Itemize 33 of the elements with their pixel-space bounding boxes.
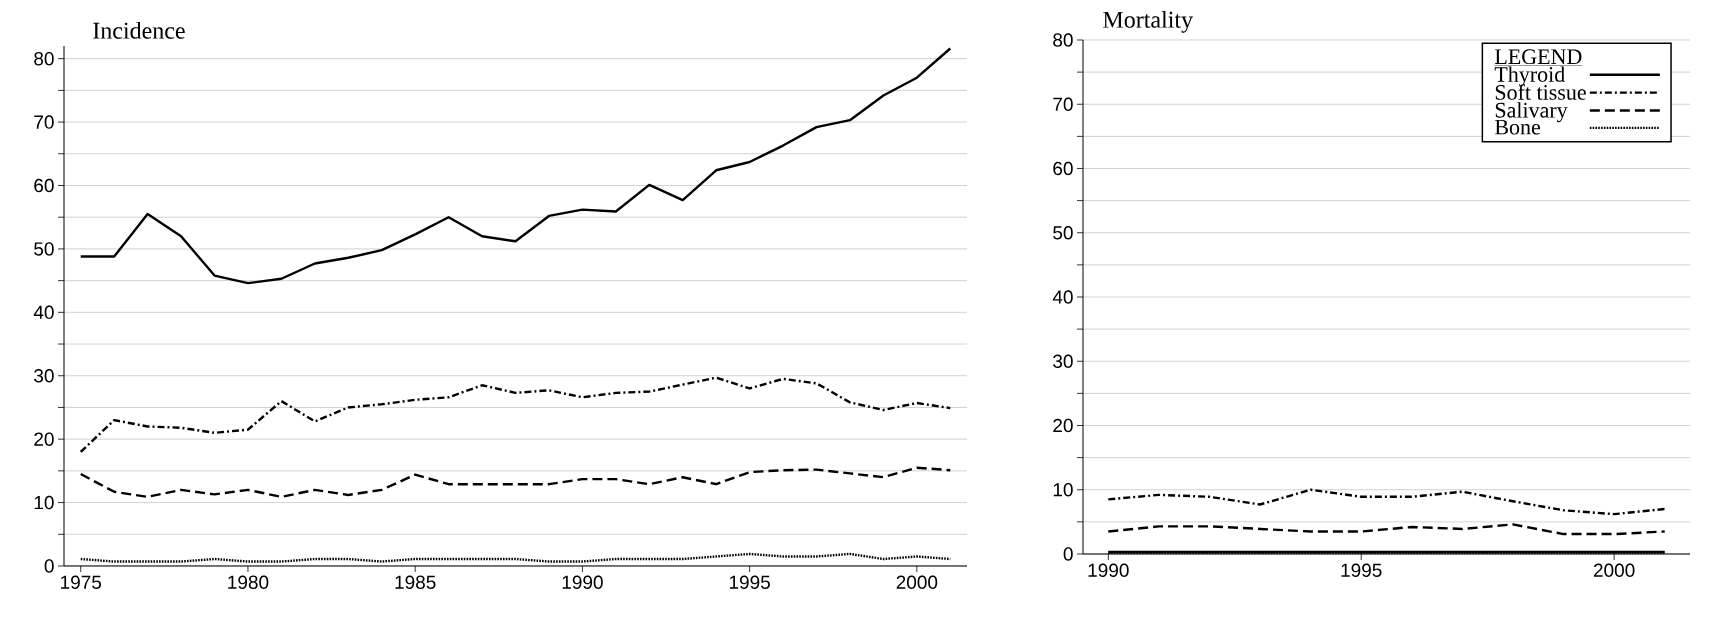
y-tick-label: 0 [44, 559, 54, 573]
legend-title: LEGEND [1494, 49, 1582, 65]
y-tick-label: 50 [1053, 226, 1073, 240]
y-tick-label: 60 [1053, 161, 1073, 176]
y-tick-label: 70 [1053, 97, 1073, 111]
y-tick-label: 0 [1063, 547, 1073, 561]
y-tick-label: 30 [34, 369, 54, 383]
y-tick-label: 80 [1053, 33, 1073, 47]
y-tick-label: 20 [1053, 418, 1073, 433]
y-tick-label: 10 [34, 495, 54, 510]
y-tick-label: 50 [34, 242, 54, 256]
chart-title: Mortality [1103, 10, 1193, 33]
y-tick-label: 70 [34, 115, 54, 129]
x-tick-label: 1995 [729, 575, 770, 589]
x-tick-label: 1995 [1341, 563, 1382, 577]
y-tick-label: 10 [1053, 483, 1073, 497]
y-tick-label: 20 [34, 432, 54, 446]
line-series [1107, 488, 1666, 516]
y-tick-label: 30 [1053, 354, 1073, 368]
chart-title: Incidence [93, 21, 185, 39]
x-tick-label: 1980 [228, 575, 269, 589]
x-tick-label: 1990 [562, 575, 603, 589]
y-tick-label: 80 [34, 51, 54, 66]
x-tick-label: 1975 [61, 575, 102, 589]
y-tick-label: 40 [33, 305, 54, 320]
line-series [79, 47, 952, 285]
x-tick-label: 2000 [1593, 563, 1635, 577]
y-tick-label: 40 [1052, 290, 1073, 304]
line-series [1107, 523, 1666, 536]
y-tick-label: 60 [34, 178, 54, 193]
x-tick-label: 2000 [896, 575, 938, 589]
x-tick-label: 1990 [1088, 563, 1129, 577]
x-tick-label: 1985 [395, 575, 436, 589]
